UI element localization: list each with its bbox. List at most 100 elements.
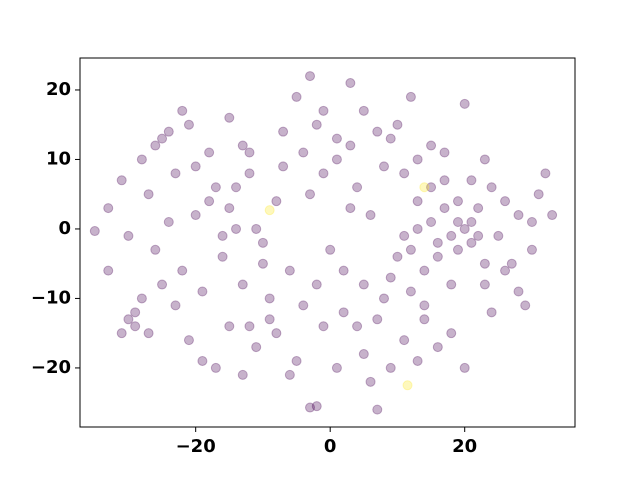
point <box>392 119 403 130</box>
point <box>284 265 295 276</box>
point <box>204 147 215 158</box>
point <box>271 328 282 339</box>
point <box>345 140 356 151</box>
point <box>405 244 416 255</box>
point <box>318 168 329 179</box>
point <box>116 175 127 186</box>
point <box>526 244 537 255</box>
point <box>540 168 551 179</box>
point <box>197 286 208 297</box>
point <box>338 265 349 276</box>
point <box>378 293 389 304</box>
point <box>412 154 423 165</box>
point <box>412 196 423 207</box>
point <box>419 182 430 193</box>
point <box>426 182 437 193</box>
point <box>257 237 268 248</box>
point <box>459 98 470 109</box>
point <box>291 91 302 102</box>
point <box>331 154 342 165</box>
point <box>452 196 463 207</box>
point <box>257 258 268 269</box>
point <box>500 196 511 207</box>
y-tick-label: −20 <box>31 357 71 378</box>
point <box>177 265 188 276</box>
point <box>446 328 457 339</box>
point <box>352 321 363 332</box>
point <box>136 293 147 304</box>
point <box>163 217 174 227</box>
point <box>352 182 363 193</box>
point <box>190 210 201 221</box>
point <box>486 182 497 193</box>
point <box>365 376 376 387</box>
point <box>513 286 524 297</box>
point <box>331 133 342 144</box>
point <box>163 126 174 137</box>
point <box>506 258 517 269</box>
point <box>210 362 221 373</box>
point <box>533 189 544 200</box>
point <box>237 279 248 290</box>
point <box>372 314 383 325</box>
point <box>392 251 403 262</box>
point <box>264 314 275 325</box>
point <box>318 105 329 116</box>
point <box>345 203 356 214</box>
point <box>493 230 504 241</box>
point <box>271 196 282 207</box>
point <box>143 328 154 339</box>
point <box>251 223 262 234</box>
point <box>385 133 396 144</box>
point <box>123 314 134 325</box>
point <box>103 265 114 276</box>
point <box>466 175 477 186</box>
point <box>298 300 309 311</box>
point <box>130 307 141 318</box>
point <box>278 161 289 172</box>
point <box>311 279 322 290</box>
point <box>452 244 463 255</box>
point <box>130 321 141 332</box>
point <box>466 217 477 227</box>
point <box>446 279 457 290</box>
point <box>170 168 181 179</box>
point <box>217 230 228 241</box>
point <box>466 237 477 248</box>
point <box>264 205 275 216</box>
point <box>520 300 531 311</box>
point <box>338 307 349 318</box>
point <box>452 217 463 227</box>
point <box>473 230 484 241</box>
points <box>89 71 558 415</box>
point <box>251 342 262 353</box>
point <box>291 355 302 366</box>
point <box>305 71 316 82</box>
point <box>372 404 383 415</box>
point <box>345 78 356 89</box>
point <box>183 119 194 130</box>
point <box>479 154 490 165</box>
point <box>513 210 524 221</box>
point <box>399 168 410 179</box>
point <box>405 91 416 102</box>
point <box>170 300 181 311</box>
point <box>278 126 289 137</box>
x-tick-label: 20 <box>452 436 477 457</box>
point <box>284 369 295 380</box>
point <box>365 210 376 221</box>
point <box>419 300 430 311</box>
point <box>432 251 443 262</box>
point <box>419 314 430 325</box>
point <box>358 349 369 360</box>
point <box>385 362 396 373</box>
point <box>402 380 413 391</box>
point <box>358 105 369 116</box>
point <box>237 140 248 151</box>
point <box>432 237 443 248</box>
y-tick-label: 0 <box>58 218 71 239</box>
point <box>526 217 537 227</box>
point <box>244 321 255 332</box>
